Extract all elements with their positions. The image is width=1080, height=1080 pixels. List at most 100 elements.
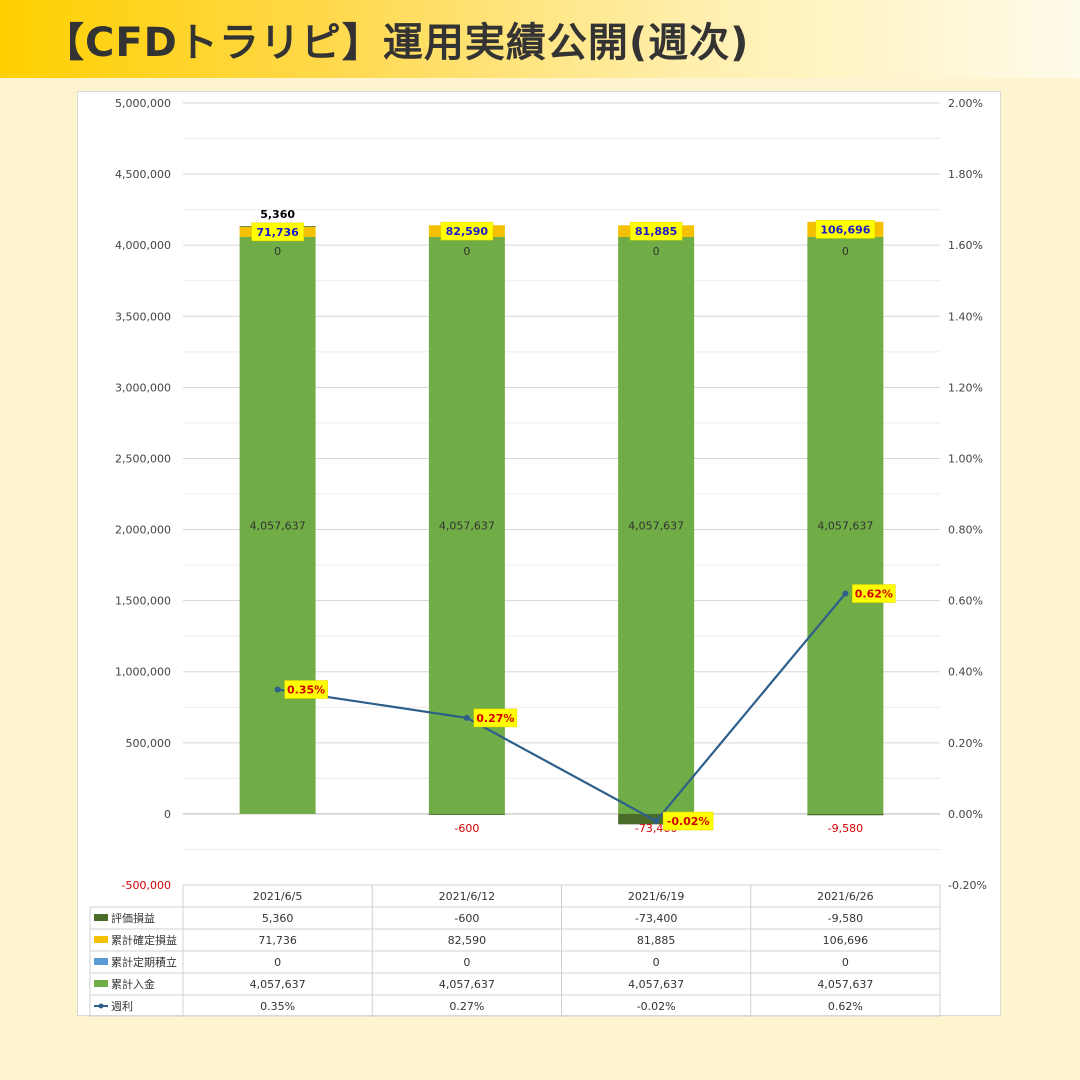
y-left-tick-label: 3,500,000 xyxy=(115,310,171,323)
bar-value-label: 82,590 xyxy=(446,225,489,238)
y-right-tick-label: 0.60% xyxy=(948,595,983,608)
bar-value-label: 81,885 xyxy=(635,225,677,238)
table-cell-value: -73,400 xyxy=(635,912,677,925)
table-cell-value: 0.62% xyxy=(828,1000,863,1013)
series-name: 週利 xyxy=(111,1000,133,1013)
series-name: 累計入金 xyxy=(111,977,155,991)
y-right-tick-label: -0.20% xyxy=(948,879,987,892)
bar-segment xyxy=(807,236,884,814)
line-point xyxy=(463,714,470,721)
bar-value-label: 0 xyxy=(653,245,660,258)
bar-value-label: 0 xyxy=(842,245,849,258)
bar-value-label: 0 xyxy=(274,245,281,258)
table-cell-value: 81,885 xyxy=(637,934,676,947)
line-point xyxy=(842,590,849,597)
table-cell-value: 4,057,637 xyxy=(628,978,684,991)
y-right-tick-label: 0.20% xyxy=(948,737,983,750)
series-name: 評価損益 xyxy=(111,911,155,925)
bar-value-label: 106,696 xyxy=(820,223,870,236)
series-name: 累計定期積立 xyxy=(111,955,177,969)
value-label-box xyxy=(815,220,876,239)
legend-key-swatch xyxy=(94,914,108,921)
chart-panel: 4,057,637 0 71,736 5,360 4,057,637 0 82,590 -60… xyxy=(77,91,1001,1017)
y-right-tick-label: 1.00% xyxy=(948,452,983,465)
table-cell-value: 0.27% xyxy=(449,1000,484,1013)
x-category-label: 2021/6/5 xyxy=(253,890,302,903)
y-right-tick-label: 1.80% xyxy=(948,168,983,181)
legend-key-marker xyxy=(98,1003,104,1009)
value-label-box xyxy=(440,221,494,241)
bar-segment xyxy=(239,236,316,814)
table-cell-value: 71,736 xyxy=(258,934,297,947)
legend-key-swatch xyxy=(94,936,108,943)
bar-value-label: 4,057,637 xyxy=(439,519,495,532)
y-right-tick-label: 0.00% xyxy=(948,808,983,821)
x-category-label: 2021/6/26 xyxy=(817,890,873,903)
bar-segment xyxy=(428,813,505,815)
y-left-tick-label: 0 xyxy=(164,808,171,821)
table-cell-value: -600 xyxy=(454,912,479,925)
bar-value-label: 4,057,637 xyxy=(817,519,873,532)
bar-value-label: 5,360 xyxy=(260,208,295,221)
y-left-tick-label: 5,000,000 xyxy=(115,97,171,110)
y-left-tick-label: 1,000,000 xyxy=(115,666,171,679)
bar-value-label: 4,057,637 xyxy=(250,519,306,532)
y-left-tick-label: 2,000,000 xyxy=(115,524,171,537)
table-cell-value: 0 xyxy=(842,956,849,969)
legend-key-swatch xyxy=(94,958,108,965)
value-label-box xyxy=(662,811,714,831)
bar-segment xyxy=(807,813,884,816)
table-cell-value: 4,057,637 xyxy=(439,978,495,991)
data-labels: 4,057,637 0 71,736 5,360 4,057,637 0 82,590 -60… xyxy=(250,208,896,835)
y-right-tick-label: 0.40% xyxy=(948,666,983,679)
axis-labels: -500,000 0 500,000 1,000,000 1,500,000 2,000,… xyxy=(115,97,987,892)
table-cell-value: 5,360 xyxy=(262,912,294,925)
bar-value-label: -9,580 xyxy=(828,822,863,835)
bar-value-label: 4,057,637 xyxy=(628,519,684,532)
y-left-tick-label: 3,000,000 xyxy=(115,381,171,394)
bar-segment xyxy=(618,236,695,814)
table-cell-value: -9,580 xyxy=(828,912,863,925)
page-title: 【CFDトラリピ】運用実績公開(週次) xyxy=(44,20,750,66)
y-left-tick-label: 1,500,000 xyxy=(115,595,171,608)
table-cell-value: 82,590 xyxy=(448,934,487,947)
series-name: 累計確定損益 xyxy=(111,933,177,947)
value-label-box xyxy=(629,221,683,241)
table-cell-value: 0 xyxy=(274,956,281,969)
table-cell-value: 0 xyxy=(653,956,660,969)
y-left-tick-label: 4,000,000 xyxy=(115,239,171,252)
y-right-tick-label: 0.80% xyxy=(948,524,983,537)
line-value-label: 0.35% xyxy=(287,684,325,697)
y-left-tick-label: 2,500,000 xyxy=(115,452,171,465)
weekly-rate-polyline xyxy=(277,592,847,823)
line-point xyxy=(653,818,660,825)
value-label-box xyxy=(852,584,896,603)
table-cell-value: 0.35% xyxy=(260,1000,295,1013)
table-cell-value: 4,057,637 xyxy=(817,978,873,991)
table-cell-value: 0 xyxy=(463,956,470,969)
y-right-tick-label: 1.20% xyxy=(948,381,983,394)
table-cell-value: 106,696 xyxy=(823,934,869,947)
bar-value-label: 71,736 xyxy=(256,226,299,239)
line-value-label: 0.62% xyxy=(855,588,893,601)
bar-value-label: 0 xyxy=(463,245,470,258)
weekly-rate-line xyxy=(274,590,849,825)
bars xyxy=(239,221,884,825)
y-right-tick-label: 1.60% xyxy=(948,239,983,252)
value-label-box xyxy=(284,680,328,699)
table-cell-value: 4,057,637 xyxy=(250,978,306,991)
value-label-box xyxy=(473,708,518,728)
line-point xyxy=(274,686,281,693)
title-bar: 【CFDトラリピ】運用実績公開(週次) xyxy=(0,0,1080,78)
data-table: 2021/6/5 2021/6/12 2021/6/19 2021/6/26 評価損益 5… xyxy=(89,884,941,1017)
line-value-label: 0.27% xyxy=(476,712,514,725)
legend-key-swatch xyxy=(94,980,108,987)
table-cell-value: -0.02% xyxy=(637,1000,676,1013)
bar-value-label: -600 xyxy=(454,822,479,835)
y-right-tick-label: 2.00% xyxy=(948,97,983,110)
y-left-tick-label: 500,000 xyxy=(126,737,172,750)
y-left-tick-label: 4,500,000 xyxy=(115,168,171,181)
chart: 4,057,637 0 71,736 5,360 4,057,637 0 82,590 -60… xyxy=(89,97,987,1017)
y-right-tick-label: 1.40% xyxy=(948,310,983,323)
y-left-tick-label: -500,000 xyxy=(122,879,171,892)
